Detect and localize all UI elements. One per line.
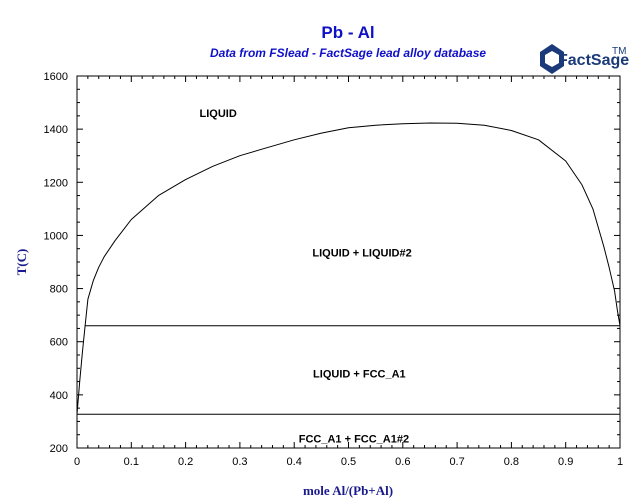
x-tick-label: 0.8	[504, 456, 519, 468]
y-tick-label: 200	[50, 443, 68, 455]
logo-trademark: TM	[612, 46, 626, 57]
x-axis: 0 0.1 0.2 0.3 0.4 0.5 0.6 0.7 0.8 0.9 1	[74, 76, 623, 468]
annotation-layer: LIQUID LIQUID + LIQUID#2 LIQUID + FCC_A1 FC…	[200, 108, 412, 446]
region-label: LIQUID + LIQUID#2	[312, 248, 411, 260]
region-label: FCC_A1 + FCC_A1#2	[299, 434, 409, 446]
y-tick-label: 1600	[44, 71, 68, 83]
logo-hexagon-inner-icon	[545, 51, 559, 67]
chart-subtitle: Data from FSlead - FactSage lead alloy d…	[210, 46, 486, 60]
x-tick-label: 0.9	[558, 456, 573, 468]
x-tick-label: 0.1	[124, 456, 139, 468]
y-axis-label: T(C)	[14, 249, 29, 276]
y-tick-label: 800	[50, 284, 68, 296]
y-tick-label: 1000	[44, 230, 68, 242]
series-layer	[76, 122, 621, 415]
x-tick-label: 0	[74, 456, 80, 468]
x-tick-label: 0.5	[341, 456, 356, 468]
x-axis-label: mole Al/(Pb+Al)	[303, 483, 393, 498]
region-label: LIQUID	[200, 108, 237, 120]
y-tick-label: 1200	[44, 177, 68, 189]
y-tick-label: 1400	[44, 124, 68, 136]
chart-title: Pb - Al	[321, 23, 374, 42]
x-tick-label: 1	[617, 456, 623, 468]
y-axis: 200 400 600 800 1000 1200 1400 1600	[44, 71, 620, 455]
plot-frame	[76, 75, 621, 449]
y-tick-label: 600	[50, 337, 68, 349]
x-tick-label: 0.6	[395, 456, 410, 468]
factsage-logo: FactSage TM	[540, 44, 629, 74]
miscibility-gap-line	[76, 122, 621, 415]
y-tick-label: 400	[50, 390, 68, 402]
x-tick-label: 0.7	[449, 456, 464, 468]
x-tick-label: 0.4	[287, 456, 302, 468]
region-label: LIQUID + FCC_A1	[313, 369, 406, 381]
x-tick-label: 0.3	[232, 456, 247, 468]
x-tick-label: 0.2	[178, 456, 193, 468]
logo-text: FactSage	[558, 52, 629, 69]
